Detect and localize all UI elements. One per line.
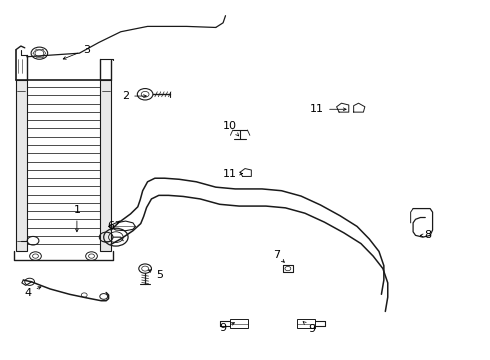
Text: 6: 6 bbox=[107, 221, 120, 231]
Text: 4: 4 bbox=[24, 287, 41, 297]
Text: 7: 7 bbox=[273, 250, 284, 262]
Bar bbox=[230, 319, 248, 328]
Bar bbox=[100, 80, 111, 251]
Text: 11: 11 bbox=[310, 104, 346, 114]
Text: 8: 8 bbox=[420, 230, 431, 240]
Text: 9: 9 bbox=[220, 323, 234, 333]
Bar bbox=[16, 80, 27, 251]
Text: 2: 2 bbox=[122, 91, 147, 101]
Text: 9: 9 bbox=[303, 321, 316, 334]
Bar bbox=[297, 319, 315, 328]
Text: 3: 3 bbox=[63, 45, 90, 59]
Text: 11: 11 bbox=[222, 168, 243, 179]
Text: 5: 5 bbox=[148, 270, 163, 280]
Text: 10: 10 bbox=[222, 121, 239, 136]
Text: 1: 1 bbox=[74, 205, 80, 232]
